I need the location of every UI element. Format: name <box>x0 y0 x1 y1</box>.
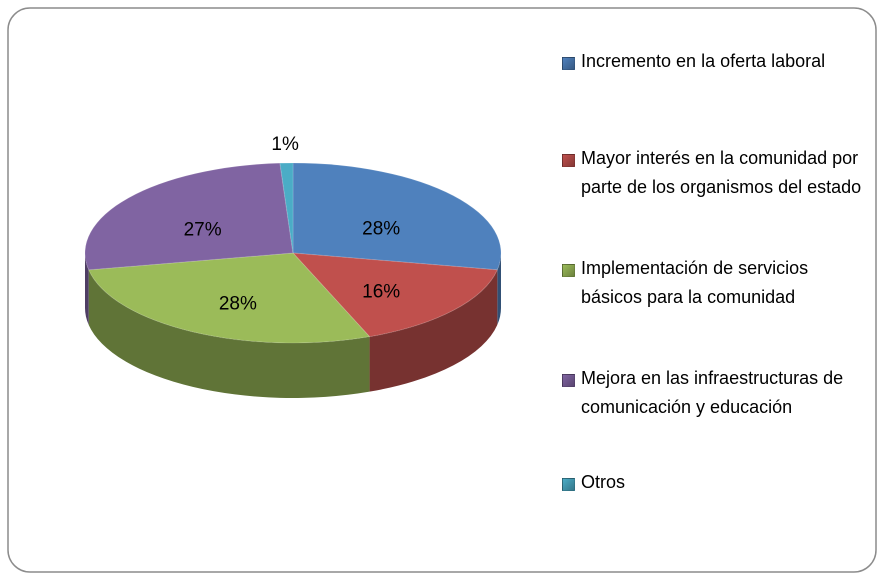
legend-item: Incremento en la oferta laboral <box>562 51 874 76</box>
legend-swatch <box>562 374 575 387</box>
pie-slice-side <box>88 269 370 398</box>
data-label: 28% <box>219 293 257 314</box>
pie-slice <box>87 252 371 344</box>
data-label: 16% <box>362 282 400 303</box>
legend-label: Mejora en las infraestructuras de comuni… <box>581 368 844 417</box>
data-label: 28% <box>362 218 400 239</box>
pie-slice <box>279 162 294 254</box>
data-label: 27% <box>184 220 222 241</box>
legend-swatch <box>562 264 575 277</box>
legend-label: Otros <box>581 472 626 492</box>
pie-slice <box>292 162 502 271</box>
legend-item: Mejora en las infraestructuras de comuni… <box>562 368 874 422</box>
legend-label: Implementación de servicios básicos para… <box>581 258 809 307</box>
pie-slice <box>84 162 294 271</box>
pie-slice-side <box>369 269 498 392</box>
legend-item: Implementación de servicios básicos para… <box>562 258 874 312</box>
legend-swatch <box>562 478 575 491</box>
legend-item: Otros <box>562 472 874 497</box>
pie-slice-side <box>497 253 501 325</box>
legend-label: Incremento en la oferta laboral <box>581 51 826 71</box>
legend-swatch <box>562 154 575 167</box>
legend-swatch <box>562 57 575 70</box>
legend-item: Mayor interés en la comunidad por parte … <box>562 148 874 202</box>
pie-slice <box>291 252 499 338</box>
legend-label: Mayor interés en la comunidad por parte … <box>581 148 862 197</box>
pie-slice-side <box>85 253 89 325</box>
data-label: 1% <box>271 134 299 155</box>
